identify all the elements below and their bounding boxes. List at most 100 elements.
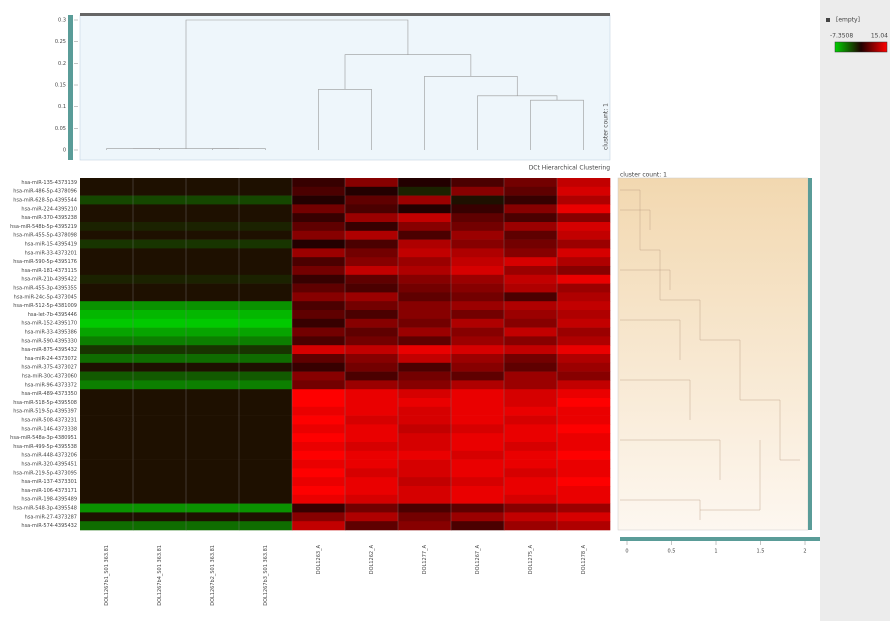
heatmap-cell: [186, 292, 240, 302]
row-label: hsa-miR-198-4395489: [21, 497, 77, 503]
heatmap-cell: [398, 389, 452, 399]
column-label: DOL1278_A: [581, 544, 587, 574]
heatmap-cell: [292, 186, 346, 196]
heatmap-cell: [186, 274, 240, 284]
heatmap-cell: [557, 222, 611, 232]
heatmap-cell: [451, 512, 505, 522]
heatmap-cell: [451, 503, 505, 513]
heatmap-cell: [133, 222, 187, 232]
top-scroll[interactable]: [80, 13, 610, 16]
heatmap-cell: [292, 195, 346, 205]
row-label: hsa-miR-548-3p-4395548: [13, 506, 77, 512]
heatmap-cell: [292, 310, 346, 320]
heatmap-cell: [80, 195, 134, 205]
heatmap-cell: [133, 398, 187, 408]
heatmap-cell: [133, 327, 187, 337]
heatmap-cell: [80, 213, 134, 223]
heatmap-cell: [186, 248, 240, 258]
heatmap-cell: [133, 424, 187, 434]
column-label: DOL1267b2_S01 363.81: [210, 545, 216, 606]
heatmap-cell: [557, 292, 611, 302]
heatmap-cell: [292, 468, 346, 478]
heatmap-cell: [345, 486, 399, 496]
heatmap-cell: [80, 222, 134, 232]
x-tick-label: 1: [714, 549, 717, 555]
heatmap-cell: [557, 406, 611, 416]
heatmap-cell: [345, 204, 399, 214]
heatmap-cell: [239, 433, 293, 443]
heatmap-cell: [239, 345, 293, 355]
heatmap-cell: [186, 362, 240, 372]
heatmap-cell: [133, 415, 187, 425]
heatmap-cell: [80, 371, 134, 381]
heatmap-cell: [451, 406, 505, 416]
heatmap-cell: [133, 371, 187, 381]
heatmap-cell: [398, 521, 452, 531]
heatmap-cell: [451, 380, 505, 390]
heatmap-cell: [398, 283, 452, 293]
heatmap-cell: [451, 239, 505, 249]
row-label: hsa-miR-181-4373115: [21, 268, 77, 274]
column-label: DOL1267b1_S01 363.81: [104, 545, 110, 606]
column-label: DOL1262_A: [369, 544, 375, 574]
heatmap-cell: [345, 310, 399, 320]
heatmap-cell: [186, 486, 240, 496]
x-tick-label: 1.5: [757, 549, 765, 555]
heatmap-cell: [80, 266, 134, 276]
heatmap-cell: [557, 345, 611, 355]
heatmap-cell: [557, 415, 611, 425]
heatmap-cell: [504, 195, 558, 205]
row-label: hsa-miR-33-4395386: [25, 330, 77, 336]
heatmap-cell: [133, 380, 187, 390]
heatmap-cell: [292, 204, 346, 214]
heatmap-cell: [451, 336, 505, 346]
heatmap-cell: [451, 178, 505, 188]
heatmap-cell: [557, 450, 611, 460]
row-label: hsa-miR-548a-3p-4380951: [10, 435, 77, 441]
heatmap-cell: [451, 362, 505, 372]
heatmap-cell: [557, 486, 611, 496]
heatmap-cell: [557, 521, 611, 531]
heatmap-cell: [451, 354, 505, 364]
heatmap-cell: [292, 362, 346, 372]
heatmap-cell: [557, 336, 611, 346]
row-scroll[interactable]: [808, 178, 812, 530]
heatmap-cell: [80, 406, 134, 416]
heatmap-cell: [504, 521, 558, 531]
column-label: DOL1275_A: [528, 544, 534, 574]
row-label: hsa-let-7b-4395446: [28, 312, 77, 318]
heatmap-cell: [345, 468, 399, 478]
y-zoom-bar[interactable]: [68, 15, 73, 160]
heatmap-cell: [451, 266, 505, 276]
heatmap-cell: [557, 318, 611, 328]
row-label: hsa-miR-30c-4373060: [22, 374, 77, 380]
heatmap-cell: [557, 468, 611, 478]
heatmap-cell: [504, 468, 558, 478]
heatmap-cell: [239, 327, 293, 337]
row-label: hsa-miR-24c-5p-4373045: [14, 294, 77, 300]
heatmap-cell: [133, 494, 187, 504]
heatmap-cell: [186, 327, 240, 337]
heatmap-cell: [557, 424, 611, 434]
x-zoom-bar[interactable]: [620, 537, 820, 541]
heatmap-cell: [504, 222, 558, 232]
heatmap-cell: [133, 354, 187, 364]
heatmap-cell: [451, 230, 505, 240]
heatmap-cell: [239, 415, 293, 425]
y-tick-label: 0: [63, 148, 66, 154]
heatmap-cell: [398, 468, 452, 478]
row-label: hsa-miR-375-4373027: [21, 365, 77, 371]
heatmap-cell: [504, 327, 558, 337]
heatmap-cell: [292, 371, 346, 381]
heatmap-cell: [345, 398, 399, 408]
heatmap-cell: [398, 424, 452, 434]
heatmap-cell: [239, 204, 293, 214]
heatmap-cell: [451, 345, 505, 355]
heatmap-cell: [345, 521, 399, 531]
heatmap-cell: [398, 415, 452, 425]
heatmap-cell: [504, 274, 558, 284]
heatmap-cell: [133, 450, 187, 460]
heatmap-cell: [504, 424, 558, 434]
heatmap-cell: [186, 424, 240, 434]
heatmap-cell: [345, 222, 399, 232]
